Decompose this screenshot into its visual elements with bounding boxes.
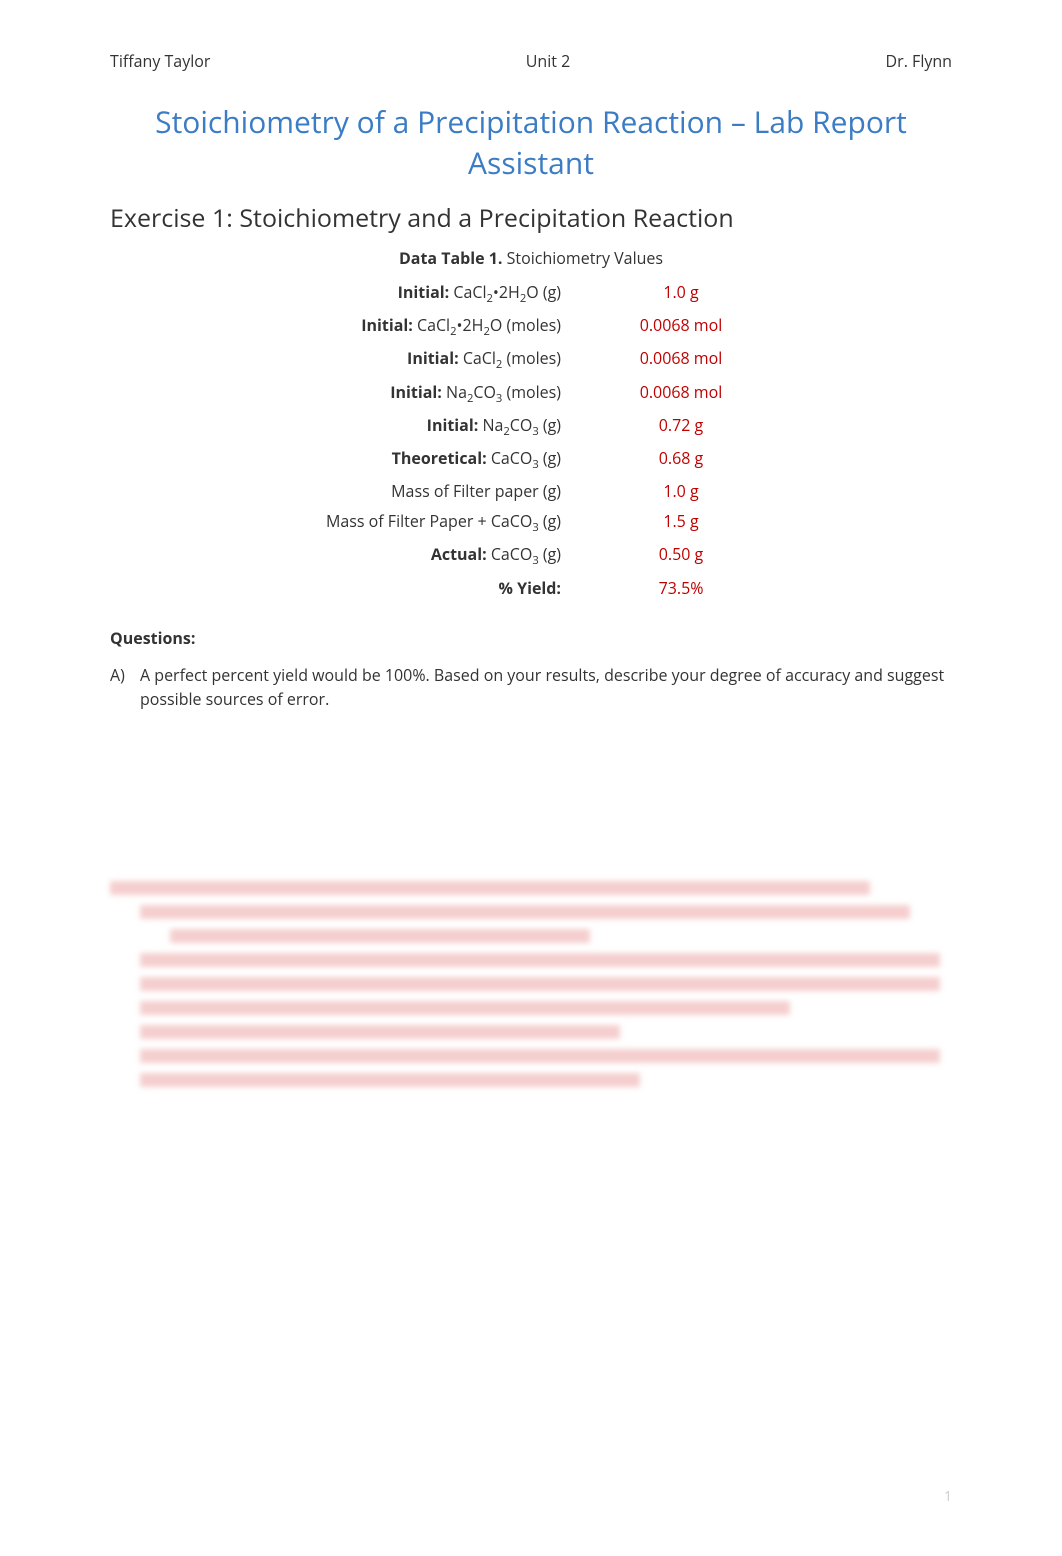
row-value: 0.0068 mol [591,381,771,403]
table-row: Actual: CaCO3 (g)0.50 g [291,543,771,568]
table-row: Initial: CaCl2 (moles)0.0068 mol [291,347,771,372]
row-value: 0.68 g [591,447,771,469]
row-value: 73.5% [591,577,771,599]
row-label: % Yield: [291,577,591,599]
table-row: Mass of Filter paper (g)1.0 g [291,480,771,502]
row-label: Initial: Na2CO3 (moles) [291,381,591,406]
table-row: Initial: Na2CO3 (moles)0.0068 mol [291,381,771,406]
redacted-line [140,905,910,919]
row-value: 1.0 g [591,281,771,303]
row-label: Initial: CaCl2 (moles) [291,347,591,372]
table-row: % Yield:73.5% [291,577,771,599]
redacted-line [140,977,940,991]
table-row: Initial: Na2CO3 (g)0.72 g [291,414,771,439]
page-header: Tiffany Taylor Unit 2 Dr. Flynn [110,50,952,72]
row-value: 0.0068 mol [591,314,771,336]
row-label: Theoretical: CaCO3 (g) [291,447,591,472]
row-label: Initial: Na2CO3 (g) [291,414,591,439]
questions-heading: Questions: [110,627,952,649]
redacted-line [140,1025,620,1039]
row-value: 0.0068 mol [591,347,771,369]
row-label: Initial: CaCl2•2H2O (moles) [291,314,591,339]
header-right: Dr. Flynn [886,50,952,72]
redacted-line [140,953,940,967]
row-value: 1.0 g [591,480,771,502]
stoichiometry-table: Initial: CaCl2•2H2O (g)1.0 gInitial: CaC… [291,281,771,599]
document-title: Stoichiometry of a Precipitation Reactio… [110,102,952,183]
table-caption: Data Table 1. Stoichiometry Values [110,247,952,269]
table-row: Theoretical: CaCO3 (g)0.68 g [291,447,771,472]
redacted-line [140,1049,940,1063]
redacted-line [140,1001,790,1015]
table-caption-rest: Stoichiometry Values [502,247,663,269]
question-a: A) A perfect percent yield would be 100%… [110,663,952,711]
exercise-heading: Exercise 1: Stoichiometry and a Precipit… [110,201,952,235]
row-value: 0.72 g [591,414,771,436]
redacted-line [140,1073,640,1087]
row-label: Actual: CaCO3 (g) [291,543,591,568]
page-number: 1 [944,1487,952,1506]
table-row: Mass of Filter Paper + CaCO3 (g)1.5 g [291,510,771,535]
table-row: Initial: CaCl2•2H2O (g)1.0 g [291,281,771,306]
redacted-answer-region [110,881,952,1087]
row-value: 0.50 g [591,543,771,565]
table-row: Initial: CaCl2•2H2O (moles)0.0068 mol [291,314,771,339]
table-caption-bold: Data Table 1. [399,247,503,269]
row-label: Mass of Filter paper (g) [291,480,591,502]
row-label: Mass of Filter Paper + CaCO3 (g) [291,510,591,535]
question-text: A perfect percent yield would be 100%. B… [140,663,952,711]
header-left: Tiffany Taylor [110,50,210,72]
header-center: Unit 2 [526,50,571,72]
redacted-line [170,929,590,943]
redacted-line [110,881,870,895]
row-label: Initial: CaCl2•2H2O (g) [291,281,591,306]
row-value: 1.5 g [591,510,771,532]
question-letter: A) [110,663,140,711]
